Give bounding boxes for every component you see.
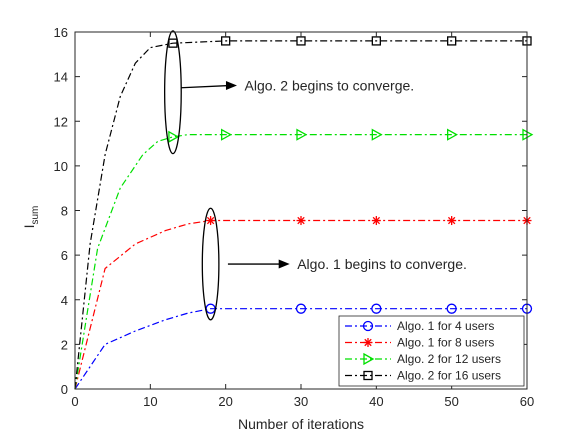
data-point-3-3	[296, 128, 308, 141]
annotation-arrowhead-1	[225, 81, 237, 91]
y-tick-label-2: 4	[61, 293, 68, 308]
y-tick-label-5: 10	[54, 159, 68, 174]
x-tick-label-1: 10	[143, 394, 157, 409]
data-point-1-4	[446, 303, 457, 314]
data-point-3-2	[221, 128, 233, 141]
x-tick-label-5: 50	[444, 394, 458, 409]
y-axis-label-main: I	[21, 225, 37, 229]
legend-item-1: Algo. 1 for 4 users	[345, 319, 494, 333]
axes-layer: 0 10 20 30 40 50 60 0 2 4 6 8 10 12 14 16	[54, 25, 535, 409]
annotation-arrow-1	[181, 84, 229, 89]
x-tick-label-6: 60	[520, 394, 534, 409]
data-point-2-3	[371, 216, 381, 226]
annotation-text-2: Algo. 1 begins to converge.	[297, 256, 467, 272]
data-point-4-1	[168, 38, 178, 48]
legend-label-1: Algo. 1 for 4 users	[397, 319, 494, 333]
y-tick-label-7: 14	[54, 70, 68, 85]
data-point-2-2	[296, 216, 306, 226]
legend-marker-2	[363, 338, 373, 347]
data-point-3-1	[168, 130, 180, 143]
data-point-1-3	[371, 303, 382, 314]
data-point-1-2	[295, 303, 307, 314]
y-axis-label-subscript: sum	[30, 206, 41, 225]
data-point-3-4	[371, 128, 383, 141]
data-point-2-1	[206, 216, 216, 226]
series-line-1	[74, 308, 527, 390]
legend-item-4: Algo. 2 for 16 users	[345, 369, 501, 383]
legend-marker-1	[362, 320, 374, 332]
x-tick-label-3: 30	[294, 394, 308, 409]
x-tick-label-4: 40	[369, 394, 383, 409]
legend-label-2: Algo. 1 for 8 users	[397, 336, 494, 350]
series-line-3	[74, 134, 527, 390]
y-tick-label-8: 16	[54, 25, 68, 40]
y-axis-label: Isum	[21, 206, 41, 229]
x-tick-label-0: 0	[71, 394, 78, 409]
legend-label-4: Algo. 2 for 16 users	[397, 369, 501, 383]
annotation-1: Algo. 2 begins to converge.	[163, 30, 415, 155]
series-layer	[74, 36, 534, 390]
annotation-2: Algo. 1 begins to converge.	[201, 207, 467, 321]
data-point-2-4	[447, 216, 457, 226]
legend-item-2: Algo. 1 for 8 users	[345, 336, 494, 350]
annotation-text-1: Algo. 2 begins to converge.	[245, 78, 415, 94]
y-tick-label-4: 8	[61, 204, 68, 219]
data-point-3-5	[447, 128, 459, 141]
y-tick-label-6: 12	[54, 114, 68, 129]
y-tick-label-3: 6	[61, 248, 68, 263]
annotation-arrowhead-2	[278, 259, 290, 269]
legend-item-3: Algo. 2 for 12 users	[345, 352, 501, 366]
x-axis-label: Number of iterations	[238, 416, 364, 432]
y-tick-label-1: 2	[61, 337, 68, 352]
annotation-ellipse-2	[201, 207, 220, 321]
series-line-4	[74, 40, 527, 390]
annotation-ellipse-1	[163, 30, 182, 155]
legend: Algo. 1 for 4 users Algo. 1 for 8 users Al…	[338, 315, 525, 387]
y-tick-label-0: 0	[61, 382, 68, 397]
legend-box	[338, 315, 525, 387]
legend-marker-3	[363, 352, 375, 366]
legend-label-3: Algo. 2 for 12 users	[397, 352, 501, 366]
annotation-layer: Algo. 2 begins to converge. Algo. 1 begin…	[163, 30, 467, 321]
legend-marker-4	[363, 370, 373, 381]
x-tick-label-2: 20	[218, 394, 232, 409]
